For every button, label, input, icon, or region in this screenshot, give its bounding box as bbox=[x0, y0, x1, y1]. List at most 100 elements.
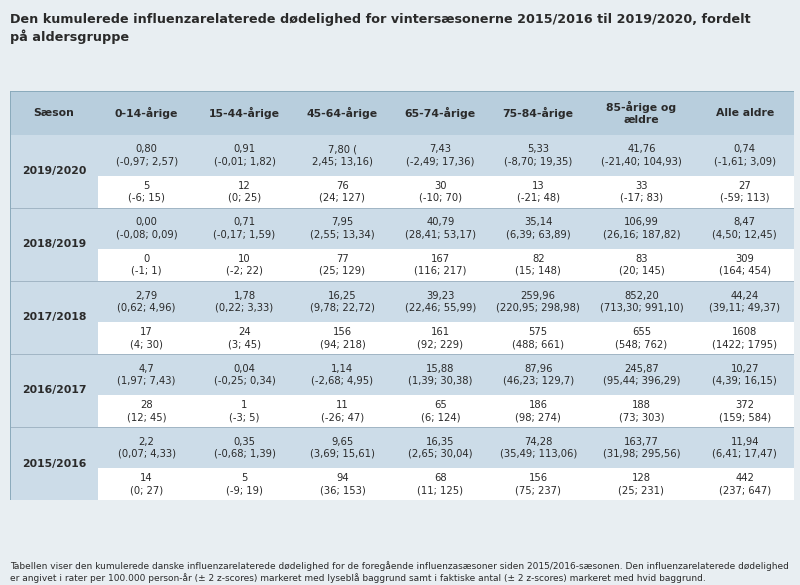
Bar bbox=[98, 322, 195, 354]
Bar bbox=[98, 354, 195, 395]
Bar bbox=[391, 135, 490, 176]
Text: 186
(98; 274): 186 (98; 274) bbox=[515, 400, 561, 422]
Bar bbox=[294, 249, 391, 281]
Text: 27
(-59; 113): 27 (-59; 113) bbox=[720, 181, 770, 203]
Text: 45-64-årige: 45-64-årige bbox=[307, 106, 378, 119]
Bar bbox=[696, 395, 794, 427]
Bar bbox=[490, 469, 587, 500]
Text: 13
(-21; 48): 13 (-21; 48) bbox=[517, 181, 560, 203]
Bar bbox=[587, 176, 696, 208]
Text: 9,65
(3,69; 15,61): 9,65 (3,69; 15,61) bbox=[310, 437, 375, 459]
Text: 12
(0; 25): 12 (0; 25) bbox=[228, 181, 261, 203]
Bar bbox=[696, 427, 794, 469]
Bar bbox=[696, 354, 794, 395]
Text: 156
(94; 218): 156 (94; 218) bbox=[319, 327, 366, 349]
Text: 10
(-2; 22): 10 (-2; 22) bbox=[226, 254, 263, 276]
Text: 76
(24; 127): 76 (24; 127) bbox=[319, 181, 366, 203]
Text: 14
(0; 27): 14 (0; 27) bbox=[130, 473, 163, 495]
Bar bbox=[490, 427, 587, 469]
Bar bbox=[195, 354, 294, 395]
Bar bbox=[98, 91, 195, 135]
Bar bbox=[98, 281, 195, 322]
Text: 40,79
(28,41; 53,17): 40,79 (28,41; 53,17) bbox=[405, 218, 476, 239]
Text: 15-44-årige: 15-44-årige bbox=[209, 106, 280, 119]
Text: Alle aldre: Alle aldre bbox=[715, 108, 774, 118]
Bar bbox=[490, 395, 587, 427]
Text: 0
(-1; 1): 0 (-1; 1) bbox=[131, 254, 162, 276]
Bar bbox=[587, 395, 696, 427]
Text: 7,95
(2,55; 13,34): 7,95 (2,55; 13,34) bbox=[310, 218, 374, 239]
Bar bbox=[490, 249, 587, 281]
Text: 0,71
(-0,17; 1,59): 0,71 (-0,17; 1,59) bbox=[214, 218, 275, 239]
Text: 39,23
(22,46; 55,99): 39,23 (22,46; 55,99) bbox=[405, 291, 476, 312]
Bar bbox=[587, 208, 696, 249]
Text: 2,79
(0,62; 4,96): 2,79 (0,62; 4,96) bbox=[118, 291, 176, 312]
Bar bbox=[294, 135, 391, 176]
Text: 106,99
(26,16; 187,82): 106,99 (26,16; 187,82) bbox=[602, 218, 680, 239]
Bar bbox=[98, 249, 195, 281]
Text: 161
(92; 229): 161 (92; 229) bbox=[418, 327, 463, 349]
Bar bbox=[294, 354, 391, 395]
Text: 33
(-17; 83): 33 (-17; 83) bbox=[620, 181, 663, 203]
Bar bbox=[98, 208, 195, 249]
Text: 852,20
(713,30; 991,10): 852,20 (713,30; 991,10) bbox=[600, 291, 683, 312]
Text: 156
(75; 237): 156 (75; 237) bbox=[515, 473, 561, 495]
Bar bbox=[98, 176, 195, 208]
Bar bbox=[10, 208, 98, 281]
Bar bbox=[391, 469, 490, 500]
Text: 372
(159; 584): 372 (159; 584) bbox=[718, 400, 770, 422]
Text: 0,80
(-0,97; 2,57): 0,80 (-0,97; 2,57) bbox=[115, 144, 178, 166]
Bar bbox=[98, 469, 195, 500]
Bar bbox=[696, 91, 794, 135]
Bar bbox=[98, 427, 195, 469]
Bar bbox=[195, 208, 294, 249]
Bar bbox=[294, 208, 391, 249]
Text: 2019/2020: 2019/2020 bbox=[22, 166, 86, 176]
Bar bbox=[490, 322, 587, 354]
Text: 8,47
(4,50; 12,45): 8,47 (4,50; 12,45) bbox=[712, 218, 777, 239]
Bar bbox=[391, 281, 490, 322]
Bar bbox=[10, 135, 98, 208]
Bar bbox=[587, 322, 696, 354]
Text: 17
(4; 30): 17 (4; 30) bbox=[130, 327, 163, 349]
Text: 245,87
(95,44; 396,29): 245,87 (95,44; 396,29) bbox=[602, 364, 680, 386]
Text: 7,43
(-2,49; 17,36): 7,43 (-2,49; 17,36) bbox=[406, 144, 474, 166]
Bar bbox=[587, 91, 696, 135]
Bar bbox=[391, 354, 490, 395]
Text: 128
(25; 231): 128 (25; 231) bbox=[618, 473, 664, 495]
Bar bbox=[195, 427, 294, 469]
Text: 30
(-10; 70): 30 (-10; 70) bbox=[418, 181, 462, 203]
Text: 11
(-26; 47): 11 (-26; 47) bbox=[321, 400, 364, 422]
Bar bbox=[98, 135, 195, 176]
Bar bbox=[490, 281, 587, 322]
Bar bbox=[587, 469, 696, 500]
Text: 1
(-3; 5): 1 (-3; 5) bbox=[230, 400, 260, 422]
Bar bbox=[391, 91, 490, 135]
Text: Den kumulerede influenzarelaterede dødelighed for vintersæsonerne 2015/2016 til : Den kumulerede influenzarelaterede dødel… bbox=[10, 13, 751, 44]
Text: 575
(488; 661): 575 (488; 661) bbox=[512, 327, 564, 349]
Bar bbox=[696, 322, 794, 354]
Text: 2018/2019: 2018/2019 bbox=[22, 239, 86, 249]
Text: 68
(11; 125): 68 (11; 125) bbox=[418, 473, 463, 495]
Text: 167
(116; 217): 167 (116; 217) bbox=[414, 254, 466, 276]
Text: 0,04
(-0,25; 0,34): 0,04 (-0,25; 0,34) bbox=[214, 364, 275, 386]
Text: 10,27
(4,39; 16,15): 10,27 (4,39; 16,15) bbox=[712, 364, 777, 386]
Text: 41,76
(-21,40; 104,93): 41,76 (-21,40; 104,93) bbox=[601, 144, 682, 166]
Text: 65
(6; 124): 65 (6; 124) bbox=[421, 400, 460, 422]
Text: 655
(548; 762): 655 (548; 762) bbox=[615, 327, 667, 349]
Text: 44,24
(39,11; 49,37): 44,24 (39,11; 49,37) bbox=[709, 291, 780, 312]
Bar bbox=[294, 91, 391, 135]
Bar bbox=[10, 354, 98, 427]
Bar bbox=[195, 135, 294, 176]
Text: 87,96
(46,23; 129,7): 87,96 (46,23; 129,7) bbox=[502, 364, 574, 386]
Text: 0,74
(-1,61; 3,09): 0,74 (-1,61; 3,09) bbox=[714, 144, 776, 166]
Text: 16,35
(2,65; 30,04): 16,35 (2,65; 30,04) bbox=[408, 437, 473, 459]
Text: 2,2
(0,07; 4,33): 2,2 (0,07; 4,33) bbox=[118, 437, 175, 459]
Text: 35,14
(6,39; 63,89): 35,14 (6,39; 63,89) bbox=[506, 218, 570, 239]
Bar bbox=[391, 395, 490, 427]
Text: 82
(15; 148): 82 (15; 148) bbox=[515, 254, 561, 276]
Bar bbox=[195, 91, 294, 135]
Bar bbox=[587, 427, 696, 469]
Bar bbox=[195, 281, 294, 322]
Bar bbox=[294, 281, 391, 322]
